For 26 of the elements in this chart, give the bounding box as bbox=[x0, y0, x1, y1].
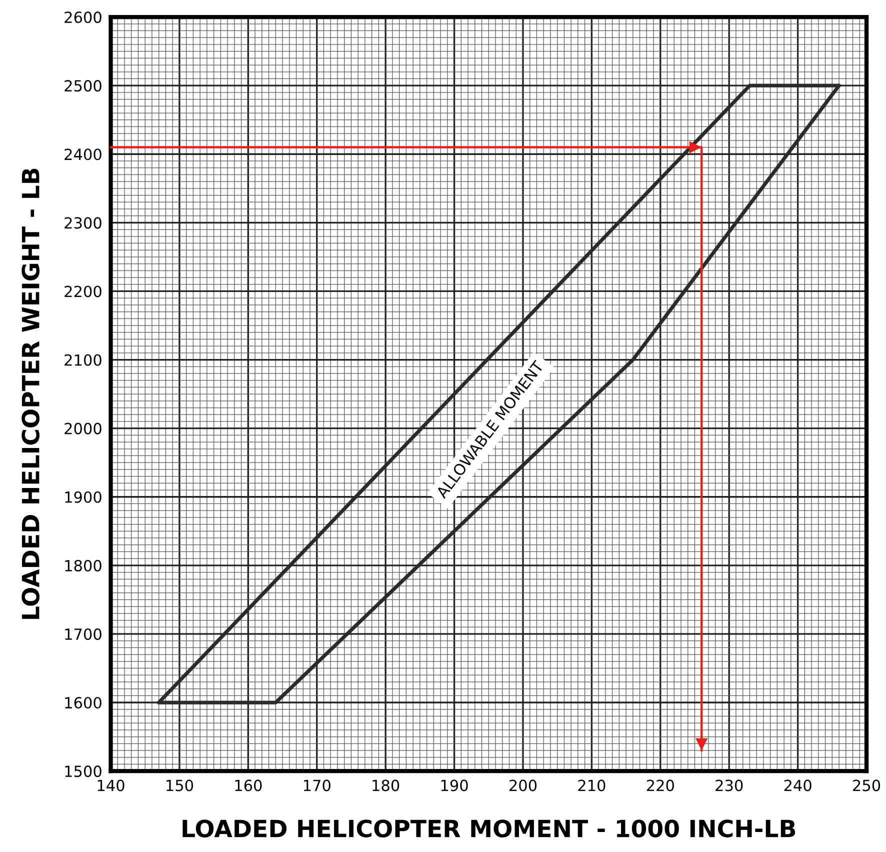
x-tick-label: 180 bbox=[372, 780, 400, 792]
y-tick-label: 1900 bbox=[65, 491, 102, 503]
y-tick-label: 2200 bbox=[64, 286, 102, 298]
x-tick-label: 200 bbox=[510, 780, 537, 792]
y-tick-label: 2500 bbox=[64, 80, 102, 92]
y-tick-label: 1600 bbox=[65, 696, 102, 709]
x-tick-label: 250 bbox=[853, 780, 880, 792]
y-tick-label: 2100 bbox=[64, 354, 102, 366]
x-tick-label: 220 bbox=[646, 780, 674, 792]
x-tick-label: 230 bbox=[716, 780, 743, 792]
x-tick-label: 170 bbox=[304, 780, 330, 792]
y-tick-label: 1500 bbox=[65, 766, 102, 778]
x-tick-label: 210 bbox=[578, 780, 606, 792]
x-tick-label: 190 bbox=[441, 780, 468, 792]
y-tick-label: 1800 bbox=[65, 560, 102, 572]
x-tick-label: 140 bbox=[98, 780, 124, 792]
y-tick-label: 1700 bbox=[65, 628, 102, 640]
y-tick-label: 2400 bbox=[64, 148, 102, 160]
y-tick-label: 2300 bbox=[64, 217, 102, 229]
y-tick-label: 2000 bbox=[64, 422, 102, 434]
x-tick-label: 150 bbox=[166, 780, 194, 792]
y-tick-label: 2600 bbox=[64, 12, 102, 24]
x-axis-title: LOADED HELICOPTER MOMENT - 1000 INCH-LB bbox=[182, 820, 796, 838]
y-axis-title: LOADED HELICOPTER WEIGHT - LB bbox=[22, 168, 40, 619]
x-tick-label: 240 bbox=[784, 780, 812, 792]
x-tick-label: 160 bbox=[235, 780, 262, 792]
